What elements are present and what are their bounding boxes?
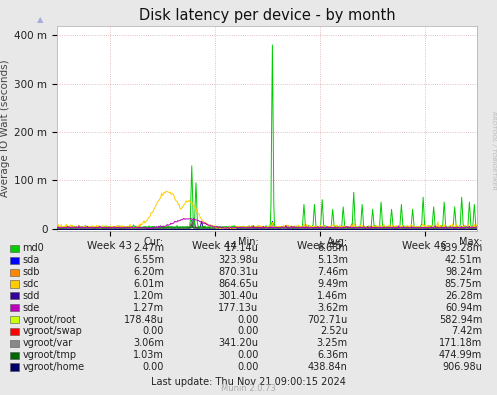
- Text: Avg:: Avg:: [327, 237, 348, 247]
- Text: sdb: sdb: [22, 267, 40, 277]
- Text: 339.28m: 339.28m: [439, 243, 482, 254]
- Text: sde: sde: [22, 303, 40, 313]
- Text: 7.42m: 7.42m: [451, 326, 482, 337]
- Text: 864.65u: 864.65u: [219, 279, 258, 289]
- Text: 0.00: 0.00: [237, 326, 258, 337]
- Text: 5.13m: 5.13m: [317, 255, 348, 265]
- Text: vgroot/var: vgroot/var: [22, 338, 73, 348]
- Text: 906.98u: 906.98u: [442, 362, 482, 372]
- Text: 177.13u: 177.13u: [218, 303, 258, 313]
- Text: 323.98u: 323.98u: [219, 255, 258, 265]
- Text: 0.00: 0.00: [237, 362, 258, 372]
- Text: Max:: Max:: [459, 237, 482, 247]
- Text: 42.51m: 42.51m: [445, 255, 482, 265]
- Text: 178.48u: 178.48u: [124, 314, 164, 325]
- Text: 341.20u: 341.20u: [219, 338, 258, 348]
- Text: 6.20m: 6.20m: [133, 267, 164, 277]
- Text: 6.63m: 6.63m: [317, 243, 348, 254]
- Text: sdc: sdc: [22, 279, 39, 289]
- Text: 0.00: 0.00: [237, 350, 258, 360]
- Text: Min:: Min:: [238, 237, 258, 247]
- Text: 6.55m: 6.55m: [133, 255, 164, 265]
- Text: vgroot/root: vgroot/root: [22, 314, 76, 325]
- Text: 0.00: 0.00: [143, 362, 164, 372]
- Text: 3.06m: 3.06m: [133, 338, 164, 348]
- Text: 9.49m: 9.49m: [317, 279, 348, 289]
- Text: 1.46m: 1.46m: [317, 291, 348, 301]
- Text: vgroot/tmp: vgroot/tmp: [22, 350, 77, 360]
- Text: 171.18m: 171.18m: [439, 338, 482, 348]
- Text: 702.71u: 702.71u: [308, 314, 348, 325]
- Text: 3.25m: 3.25m: [317, 338, 348, 348]
- Text: 438.84n: 438.84n: [308, 362, 348, 372]
- Text: 3.62m: 3.62m: [317, 303, 348, 313]
- Text: 1.03m: 1.03m: [133, 350, 164, 360]
- Text: 6.01m: 6.01m: [133, 279, 164, 289]
- Text: vgroot/swap: vgroot/swap: [22, 326, 82, 337]
- Text: 0.00: 0.00: [237, 314, 258, 325]
- Text: 301.40u: 301.40u: [219, 291, 258, 301]
- Text: 7.46m: 7.46m: [317, 267, 348, 277]
- Text: 2.47m: 2.47m: [133, 243, 164, 254]
- Text: vgroot/home: vgroot/home: [22, 362, 84, 372]
- Text: 0.00: 0.00: [143, 326, 164, 337]
- Text: sda: sda: [22, 255, 40, 265]
- Text: sdd: sdd: [22, 291, 40, 301]
- Text: Cur:: Cur:: [144, 237, 164, 247]
- Text: md0: md0: [22, 243, 44, 254]
- Text: Munin 2.0.73: Munin 2.0.73: [221, 384, 276, 393]
- Text: 2.52u: 2.52u: [320, 326, 348, 337]
- Text: ▲: ▲: [37, 15, 44, 24]
- Text: 98.24m: 98.24m: [445, 267, 482, 277]
- Title: Disk latency per device - by month: Disk latency per device - by month: [139, 8, 396, 23]
- Text: RRDTOOL / TOBIOETIKER: RRDTOOL / TOBIOETIKER: [491, 111, 496, 190]
- Text: Last update: Thu Nov 21 09:00:15 2024: Last update: Thu Nov 21 09:00:15 2024: [151, 377, 346, 387]
- Text: 26.28m: 26.28m: [445, 291, 482, 301]
- Text: 582.94m: 582.94m: [439, 314, 482, 325]
- Text: 6.36m: 6.36m: [317, 350, 348, 360]
- Text: 1.27m: 1.27m: [133, 303, 164, 313]
- Text: 60.94m: 60.94m: [445, 303, 482, 313]
- Text: 870.31u: 870.31u: [219, 267, 258, 277]
- Text: 85.75m: 85.75m: [445, 279, 482, 289]
- Y-axis label: Average IO Wait (seconds): Average IO Wait (seconds): [0, 60, 10, 197]
- Text: 474.99m: 474.99m: [439, 350, 482, 360]
- Text: 17.14u: 17.14u: [225, 243, 258, 254]
- Text: 1.20m: 1.20m: [133, 291, 164, 301]
